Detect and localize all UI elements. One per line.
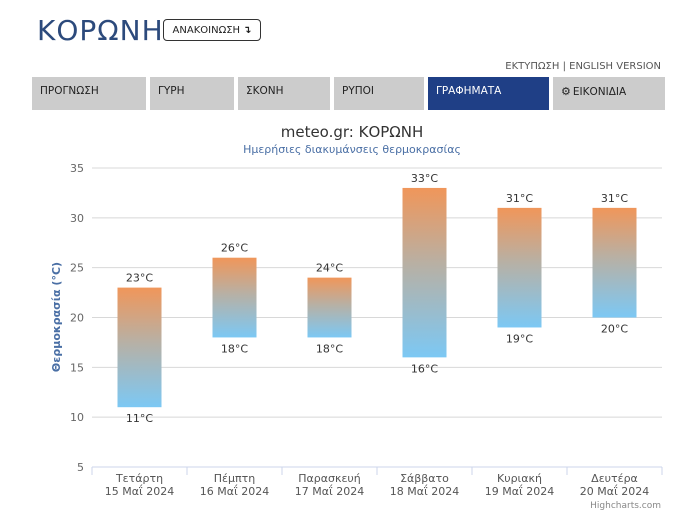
tab-label: ΓΥΡΗ <box>158 85 185 97</box>
low-temp-label: 11°C <box>126 412 153 425</box>
x-tick-date-label: 18 Μαΐ 2024 <box>390 484 459 498</box>
gear-icon: ⚙ <box>561 85 571 98</box>
y-tick-label: 25 <box>70 262 84 275</box>
tab-icons[interactable]: ⚙ ΕΙΚΟΝΙΔΙΑ <box>553 77 665 110</box>
chart-subtitle: Ημερήσιες διακυμάνσεις θερμοκρασίας <box>243 143 461 156</box>
temperature-range-bar <box>402 187 447 358</box>
highcharts-credit: Highcharts.com <box>590 501 661 511</box>
x-tick-day-label: Δευτέρα <box>591 472 638 485</box>
page-title: ΚΟΡΩΝΗ <box>37 14 164 47</box>
x-tick-day-label: Σάββατο <box>400 472 449 485</box>
high-temp-label: 31°C <box>506 192 533 205</box>
tab-label: ΓΡΑΦΗΜΑΤΑ <box>436 85 502 97</box>
x-tick-date-label: 19 Μαΐ 2024 <box>485 484 554 498</box>
tab-label: ΠΡΟΓΝΩΣΗ <box>40 85 99 97</box>
tab-label: ΕΙΚΟΝΙΔΙΑ <box>572 86 627 98</box>
low-temp-label: 18°C <box>221 342 248 355</box>
tab-label: ΡΥΠΟΙ <box>342 85 375 97</box>
y-tick-label: 20 <box>70 312 84 325</box>
tab-dust[interactable]: ΣΚΟΝΗ <box>238 77 330 110</box>
english-version-link[interactable]: ENGLISH VERSION <box>569 61 661 72</box>
y-tick-label: 35 <box>70 162 84 175</box>
y-tick-label: 10 <box>70 411 84 424</box>
y-tick-label: 5 <box>77 461 84 474</box>
high-temp-label: 23°C <box>126 272 153 285</box>
top-links: ΕΚΤΥΠΩΣΗ | ENGLISH VERSION <box>505 61 661 72</box>
high-temp-label: 26°C <box>221 242 248 255</box>
x-tick-day-label: Πέμπτη <box>214 472 255 485</box>
temperature-range-bar <box>497 207 542 328</box>
x-tick-date-label: 20 Μαΐ 2024 <box>580 484 649 498</box>
temperature-range-bar <box>307 277 352 338</box>
low-temp-label: 18°C <box>316 342 343 355</box>
high-temp-label: 24°C <box>316 262 343 275</box>
high-temp-label: 31°C <box>601 192 628 205</box>
chart-title: meteo.gr: ΚΟΡΩΝΗ <box>281 123 424 141</box>
temperature-range-bar <box>212 257 257 338</box>
print-link[interactable]: ΕΚΤΥΠΩΣΗ <box>505 61 560 72</box>
x-tick-day-label: Κυριακή <box>497 472 542 485</box>
x-tick-day-label: Παρασκευή <box>298 472 361 485</box>
temperature-range-bar <box>592 207 637 318</box>
tab-label: ΣΚΟΝΗ <box>246 85 284 97</box>
low-temp-label: 19°C <box>506 332 533 345</box>
y-tick-label: 15 <box>70 361 84 374</box>
tab-charts[interactable]: ΓΡΑΦΗΜΑΤΑ <box>428 77 549 110</box>
y-axis-title: Θερμοκρασία (°C) <box>50 262 63 372</box>
announcement-label: ΑΝΑΚΟΙΝΩΣΗ <box>172 24 241 36</box>
x-tick-date-label: 16 Μαΐ 2024 <box>200 484 269 498</box>
y-tick-label: 30 <box>70 212 84 225</box>
x-tick-date-label: 15 Μαΐ 2024 <box>105 484 174 498</box>
announcement-button[interactable]: ΑΝΑΚΟΙΝΩΣΗ ↴ <box>163 19 261 41</box>
tab-forecast[interactable]: ΠΡΟΓΝΩΣΗ <box>32 77 146 110</box>
arrow-down-return-icon: ↴ <box>243 24 252 36</box>
tab-pollen[interactable]: ΓΥΡΗ <box>150 77 234 110</box>
low-temp-label: 20°C <box>601 323 628 336</box>
tab-pollutants[interactable]: ΡΥΠΟΙ <box>334 77 424 110</box>
link-separator: | <box>562 61 566 72</box>
x-tick-day-label: Τετάρτη <box>115 472 163 485</box>
low-temp-label: 16°C <box>411 362 438 375</box>
x-tick-date-label: 17 Μαΐ 2024 <box>295 484 364 498</box>
high-temp-label: 33°C <box>411 172 438 185</box>
temperature-range-bar <box>117 287 162 408</box>
